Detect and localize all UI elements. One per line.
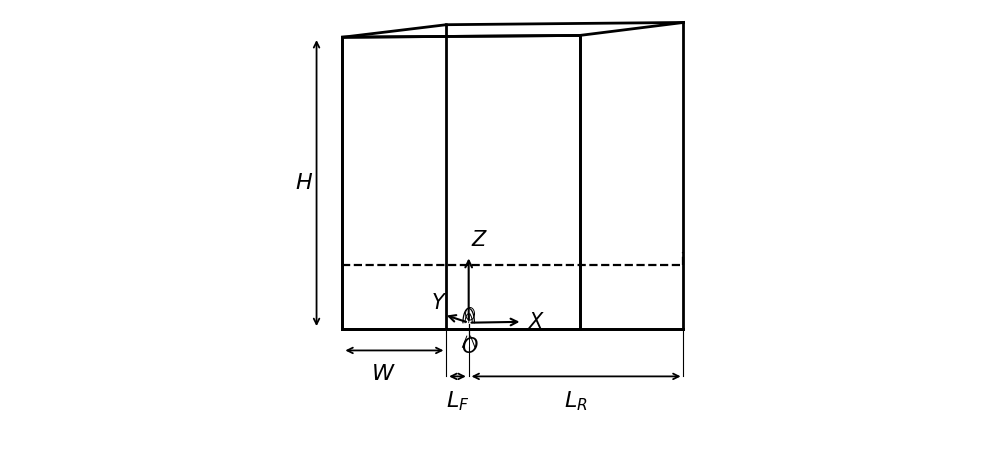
Text: X: X bbox=[529, 312, 543, 332]
Text: O: O bbox=[461, 337, 478, 357]
Text: $L_R$: $L_R$ bbox=[564, 389, 588, 413]
Text: Y: Y bbox=[432, 293, 445, 313]
Text: $L_F$: $L_F$ bbox=[446, 389, 469, 413]
Text: Z: Z bbox=[471, 230, 486, 250]
Text: H: H bbox=[296, 173, 312, 193]
Text: W: W bbox=[372, 364, 394, 384]
